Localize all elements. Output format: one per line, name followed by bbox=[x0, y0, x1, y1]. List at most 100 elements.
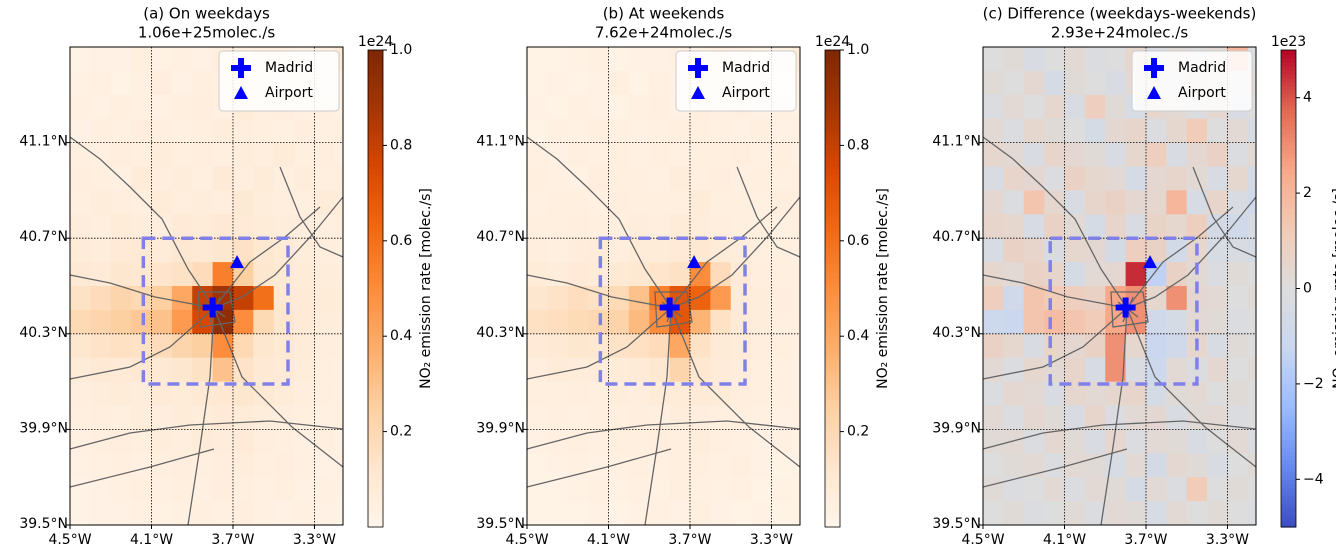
colorbar-segment bbox=[1281, 356, 1296, 361]
cell bbox=[751, 477, 772, 502]
cell bbox=[588, 142, 609, 167]
cell bbox=[110, 190, 132, 215]
legend-label: Madrid bbox=[722, 60, 770, 76]
colorbar-segment bbox=[1281, 50, 1296, 55]
cell bbox=[1023, 357, 1045, 383]
cell bbox=[110, 501, 132, 525]
cell bbox=[1227, 333, 1249, 359]
colorbar-segment bbox=[825, 101, 840, 107]
colorbar-segment bbox=[368, 511, 383, 516]
colorbar-segment bbox=[368, 348, 383, 353]
colorbar-segment bbox=[825, 304, 840, 309]
cell bbox=[689, 381, 711, 406]
cell bbox=[334, 286, 343, 311]
cell bbox=[1227, 405, 1249, 430]
cell bbox=[192, 214, 214, 239]
colorbar-segment bbox=[1281, 423, 1296, 429]
cell bbox=[334, 453, 343, 478]
cell bbox=[547, 405, 569, 430]
cell bbox=[791, 333, 800, 359]
y-tick-label: 40.7°N bbox=[476, 229, 525, 245]
colorbar-segment bbox=[368, 117, 383, 123]
cell bbox=[294, 190, 315, 215]
cell bbox=[1003, 214, 1025, 239]
colorbar-segment bbox=[1281, 209, 1296, 214]
cell bbox=[527, 477, 548, 502]
colorbar-segment bbox=[368, 53, 383, 59]
cell bbox=[171, 405, 193, 430]
legend-marker bbox=[691, 86, 705, 99]
colorbar-segment bbox=[825, 161, 840, 166]
colorbar-segment bbox=[1281, 85, 1296, 91]
cell bbox=[1064, 262, 1086, 287]
cell bbox=[1207, 357, 1228, 383]
cell bbox=[983, 286, 1004, 311]
cell bbox=[771, 238, 793, 263]
cell bbox=[212, 405, 234, 430]
cell bbox=[70, 118, 91, 144]
cell bbox=[588, 381, 609, 406]
cell bbox=[131, 142, 152, 167]
colorbar-segment bbox=[825, 189, 840, 194]
cell bbox=[151, 453, 173, 478]
cell bbox=[1003, 166, 1025, 191]
colorbar-segment bbox=[1281, 443, 1296, 449]
colorbar-segment bbox=[368, 133, 383, 139]
cell bbox=[1064, 309, 1086, 335]
cell bbox=[1064, 477, 1086, 502]
colorbar-segment bbox=[368, 61, 383, 67]
cell bbox=[649, 357, 671, 383]
cell bbox=[710, 238, 732, 263]
cell bbox=[70, 262, 91, 287]
cell bbox=[751, 381, 772, 406]
cell bbox=[192, 429, 214, 454]
cell bbox=[567, 214, 589, 239]
cell bbox=[730, 501, 752, 525]
cell bbox=[1207, 405, 1228, 430]
colorbar-segment bbox=[368, 467, 383, 472]
colorbar-tick-label: −4 bbox=[1303, 471, 1324, 487]
cell bbox=[567, 405, 589, 430]
colorbar-segment bbox=[1281, 117, 1296, 123]
colorbar-segment bbox=[368, 248, 383, 254]
cell bbox=[253, 238, 275, 263]
cell bbox=[1227, 429, 1249, 454]
marker-plus bbox=[659, 297, 680, 318]
x-tick-label: 3.3°W bbox=[1206, 532, 1249, 548]
y-tick-label: 41.1°N bbox=[476, 134, 525, 150]
colorbar-tick-label: 0 bbox=[1303, 281, 1312, 297]
colorbar-segment bbox=[368, 173, 383, 178]
colorbar-segment bbox=[1281, 105, 1296, 111]
cell bbox=[253, 429, 275, 454]
colorbar-segment bbox=[368, 399, 383, 405]
colorbar-segment bbox=[368, 479, 383, 484]
colorbar-segment bbox=[368, 312, 383, 317]
cell bbox=[649, 214, 671, 239]
colorbar-segment bbox=[825, 463, 840, 468]
cell bbox=[253, 309, 275, 335]
colorbar-segment bbox=[825, 360, 840, 365]
cell bbox=[710, 453, 732, 478]
colorbar-segment bbox=[1281, 336, 1296, 341]
cell bbox=[334, 142, 343, 167]
cell bbox=[771, 214, 793, 239]
cell bbox=[1084, 70, 1106, 96]
cell bbox=[151, 357, 173, 383]
colorbar-segment bbox=[368, 65, 383, 71]
cell bbox=[1247, 357, 1256, 383]
colorbar-segment bbox=[1281, 415, 1296, 421]
region-box bbox=[598, 236, 747, 386]
cell bbox=[791, 166, 800, 191]
cell bbox=[1003, 70, 1025, 96]
cell bbox=[334, 381, 343, 406]
cell bbox=[171, 501, 193, 525]
cell bbox=[588, 166, 609, 191]
cell bbox=[90, 405, 112, 430]
colorbar-segment bbox=[368, 97, 383, 103]
x-tick-label: 4.1°W bbox=[1043, 532, 1086, 548]
cell bbox=[90, 501, 112, 525]
colorbar-segment bbox=[368, 129, 383, 135]
cell bbox=[1044, 142, 1065, 167]
cell bbox=[689, 190, 711, 215]
